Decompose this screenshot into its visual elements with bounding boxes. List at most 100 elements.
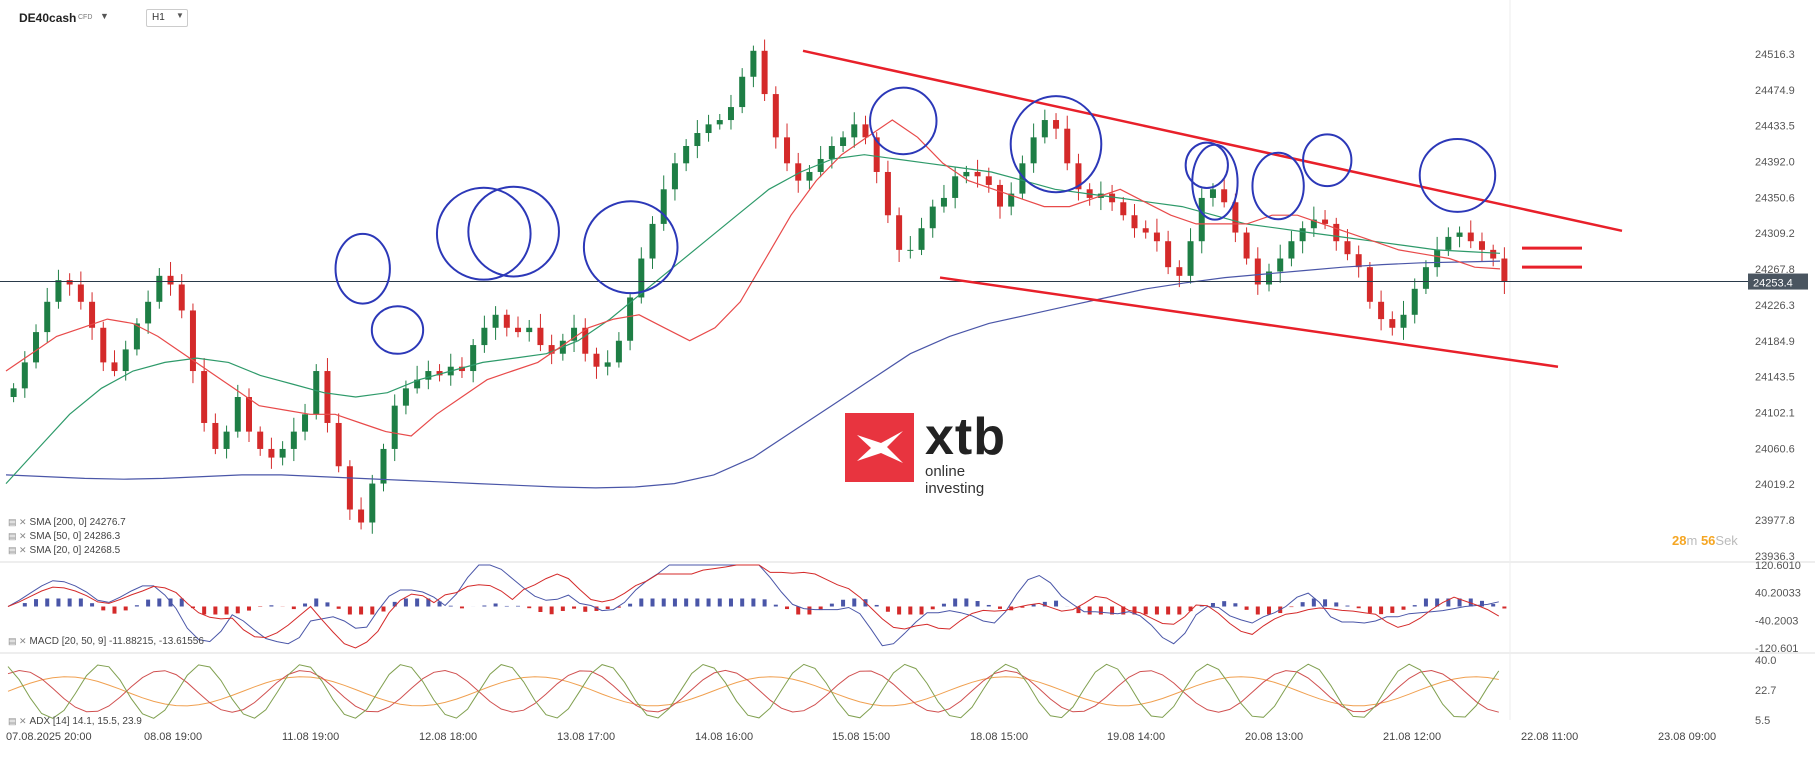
macd-histogram-bar [1166, 606, 1171, 615]
annotation-circle [869, 86, 938, 156]
current-price-label: 24253.4 [1753, 278, 1793, 290]
time-tick-label: 07.08.2025 20:00 [6, 731, 92, 743]
lower-trendline [939, 276, 1559, 368]
macd-histogram-bar [684, 598, 689, 607]
logo-wordmark: xtb [925, 408, 1006, 466]
sma20-legend[interactable]: ▤ ✕ SMA [20, 0] 24268.5 [8, 545, 120, 556]
macd-histogram-bar [672, 598, 677, 607]
adx-label: ADX [14] 14.1, 15.5, 23.9 [29, 716, 142, 727]
macd-histogram-bar [1054, 600, 1059, 607]
candle-body [33, 332, 40, 363]
candle-body [627, 297, 634, 341]
candle-body [593, 353, 600, 367]
macd-histogram-bar [695, 598, 700, 607]
macd-histogram-bar [482, 605, 487, 607]
macd-histogram-bar [359, 606, 364, 615]
adx-line [7, 676, 1499, 707]
candle-body [548, 345, 555, 354]
candle-body [571, 327, 578, 341]
timeframe-select[interactable] [146, 9, 188, 27]
countdown-min-unit: m [1686, 533, 1698, 548]
macd-histogram-bar [549, 606, 554, 615]
candle-body [615, 340, 622, 363]
timeframe-dropdown-icon[interactable]: ▼ [176, 11, 184, 20]
candle-body [1243, 232, 1250, 259]
candle-body [1355, 254, 1362, 268]
macd-histogram-bar [1233, 603, 1238, 607]
macd-histogram-bar [1132, 606, 1137, 615]
candle-body [1041, 120, 1048, 138]
macd-histogram-bar [123, 606, 128, 611]
price-tick-label: 24143.5 [1755, 372, 1795, 384]
macd-histogram-bar [392, 601, 397, 607]
macd-histogram-bar [941, 603, 946, 607]
candle-body [1109, 193, 1116, 203]
settings-icon[interactable]: ▤ ✕ [8, 517, 27, 527]
annotation-circle [435, 186, 532, 281]
symbol-name[interactable]: DE40cash [19, 11, 77, 25]
candle-body [694, 133, 701, 147]
macd-histogram-bar [246, 606, 251, 611]
candle-body [884, 171, 891, 216]
price-tick-label: 23936.3 [1755, 551, 1795, 563]
adx-legend[interactable]: ▤ ✕ ADX [14] 14.1, 15.5, 23.9 [8, 716, 142, 727]
macd-histogram-bar [269, 605, 274, 607]
macd-histogram-bar [661, 598, 666, 607]
macd-histogram-bar [1121, 606, 1126, 615]
candle-body [795, 163, 802, 181]
macd-histogram-bar [628, 603, 633, 607]
candle-body [1131, 215, 1138, 229]
candle-body [1176, 267, 1183, 276]
macd-histogram-bar [1020, 606, 1025, 608]
macd-histogram-bar [1401, 606, 1406, 610]
symbol-type: CFD [78, 14, 93, 21]
macd-histogram-bar [1076, 606, 1081, 614]
sma50-legend[interactable]: ▤ ✕ SMA [50, 0] 24286.3 [8, 531, 120, 542]
macd-histogram-bar [762, 599, 767, 607]
sma200-line [5, 260, 1501, 489]
candle-body [290, 431, 297, 449]
symbol-dropdown-icon[interactable]: ▼ [100, 11, 109, 21]
settings-icon[interactable]: ▤ ✕ [8, 636, 27, 646]
macd-histogram-bar [1491, 604, 1496, 607]
macd-histogram-bar [572, 606, 577, 609]
macd-histogram-bar [852, 598, 857, 607]
candle-body [828, 146, 835, 159]
candle-body [1310, 219, 1317, 229]
macd-tick-label: 120.6010 [1755, 560, 1801, 572]
time-tick-label: 14.08 16:00 [695, 731, 753, 743]
sma200-legend[interactable]: ▤ ✕ SMA [200, 0] 24276.7 [8, 517, 126, 528]
macd-histogram-bar [179, 598, 184, 607]
settings-icon[interactable]: ▤ ✕ [8, 531, 27, 541]
macd-histogram-bar [325, 602, 330, 607]
candle-body [223, 431, 230, 449]
macd-histogram-bar [1188, 606, 1193, 612]
macd-histogram-bar [1468, 598, 1473, 607]
candle-body [638, 258, 645, 298]
candle-body [1209, 189, 1216, 198]
logo-tagline: online investing [925, 463, 985, 497]
macd-histogram-bar [1154, 606, 1159, 615]
candle-countdown: 28m 56Sek [1672, 533, 1738, 548]
macd-legend[interactable]: ▤ ✕ MACD [20, 50, 9] -11.88215, -13.61556 [8, 636, 204, 647]
candle-body [1389, 319, 1396, 328]
candle-body [750, 50, 757, 77]
price-tick-label: 24350.6 [1755, 192, 1795, 204]
candle-body [907, 249, 914, 251]
time-tick-label: 13.08 17:00 [557, 731, 615, 743]
candle-body [985, 176, 992, 185]
time-tick-label: 15.08 15:00 [832, 731, 890, 743]
countdown-seconds: 56 [1700, 533, 1716, 548]
candle-body [727, 107, 734, 121]
macd-histogram-bar [22, 603, 27, 607]
macd-histogram-bar [1323, 599, 1328, 607]
candle-body [918, 228, 925, 250]
settings-icon[interactable]: ▤ ✕ [8, 545, 27, 555]
price-tick-label: 24102.1 [1755, 407, 1795, 419]
settings-icon[interactable]: ▤ ✕ [8, 716, 27, 726]
annotation-circle [1302, 133, 1353, 188]
macd-histogram-bar [235, 606, 240, 614]
logo-mark [845, 413, 914, 482]
macd-histogram-bar [953, 598, 958, 607]
